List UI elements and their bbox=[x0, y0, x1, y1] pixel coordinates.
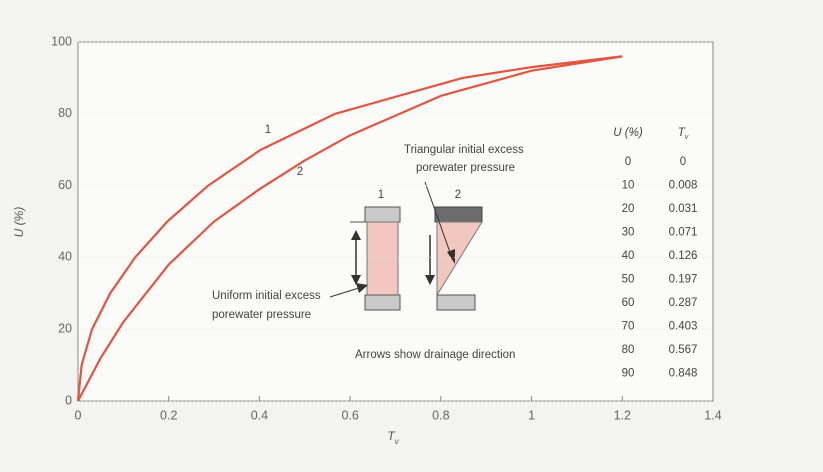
y-tick-label: 60 bbox=[58, 178, 72, 192]
x-axis-label: Tv bbox=[387, 429, 399, 446]
y-tick-label: 20 bbox=[58, 321, 72, 335]
table-cell: 0.197 bbox=[669, 274, 698, 286]
table-cell: 60 bbox=[622, 297, 635, 309]
specimen-label: 1 bbox=[378, 189, 384, 201]
table-cell: 40 bbox=[622, 250, 635, 262]
curve bbox=[77, 55, 623, 402]
y-tick-label: 0 bbox=[65, 393, 72, 407]
annotation: Triangular initial excess bbox=[404, 144, 524, 156]
specimen-label: 2 bbox=[455, 189, 461, 201]
table-cell: 0.403 bbox=[669, 321, 698, 333]
table-cell: 0.567 bbox=[669, 344, 698, 356]
x-tick-label: 1 bbox=[528, 408, 535, 422]
y-axis-label: U (%) bbox=[12, 207, 26, 238]
annotation: porewater pressure bbox=[416, 162, 515, 174]
table-cell: 30 bbox=[622, 227, 635, 239]
y-tick-label: 80 bbox=[58, 106, 72, 120]
annotation: Uniform initial excess bbox=[212, 290, 321, 302]
annotation: Arrows show drainage direction bbox=[355, 349, 515, 361]
table-cell: 0.071 bbox=[669, 227, 698, 239]
table-cell: 90 bbox=[622, 368, 635, 380]
table-cell: 0.848 bbox=[669, 368, 698, 380]
table-cell: 80 bbox=[622, 344, 635, 356]
annotation: porewater pressure bbox=[212, 309, 311, 321]
x-axis-label: T bbox=[387, 429, 396, 443]
x-tick-label: 1.4 bbox=[704, 408, 721, 422]
x-tick-label: 0 bbox=[75, 408, 82, 422]
curve-label: 2 bbox=[297, 166, 303, 178]
table-header: U (%) bbox=[613, 127, 643, 139]
table-cell: 0.031 bbox=[669, 203, 698, 215]
table-cell: 50 bbox=[622, 274, 635, 286]
table-cell: 20 bbox=[622, 203, 635, 215]
specimen-diagram bbox=[329, 181, 483, 311]
x-axis-label-sub: v bbox=[395, 437, 400, 446]
table-cell: 0 bbox=[680, 156, 686, 168]
table-cell: 0 bbox=[625, 156, 631, 168]
x-tick-label: 0.4 bbox=[251, 408, 268, 422]
table-header: Tv bbox=[678, 127, 689, 141]
curve-label: 1 bbox=[265, 124, 271, 136]
x-tick-label: 0.2 bbox=[160, 408, 177, 422]
table-cell: 70 bbox=[622, 321, 635, 333]
y-tick-label: 100 bbox=[51, 34, 72, 48]
x-tick-label: 0.8 bbox=[432, 408, 449, 422]
table-cell: 0.008 bbox=[669, 180, 698, 192]
x-tick-label: 0.6 bbox=[341, 408, 358, 422]
table-header-sub: v bbox=[685, 134, 689, 141]
table-cell: 10 bbox=[622, 180, 635, 192]
table-cell: 0.126 bbox=[669, 250, 698, 262]
curve bbox=[76, 55, 623, 402]
table-cell: 0.287 bbox=[669, 297, 698, 309]
y-tick-label: 40 bbox=[58, 250, 72, 264]
x-tick-label: 1.2 bbox=[614, 408, 631, 422]
table-header: T bbox=[678, 127, 686, 139]
